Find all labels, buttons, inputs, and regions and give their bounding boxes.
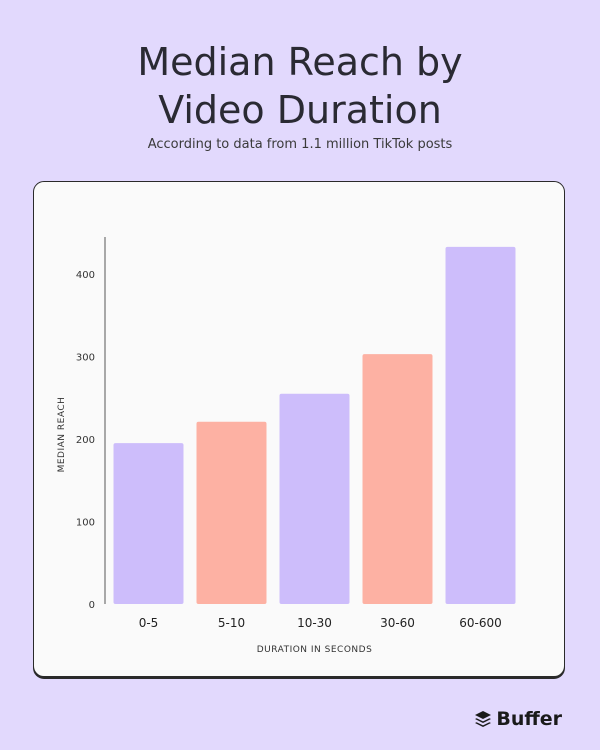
- x-tick-label: 5-10: [218, 616, 245, 630]
- y-tick-label: 400: [76, 270, 95, 281]
- bar: [279, 393, 350, 604]
- x-tick-label: 10-30: [297, 616, 332, 630]
- title-line-1: Median Reach by: [137, 40, 463, 84]
- chart-subtitle: According to data from 1.1 million TikTo…: [147, 137, 453, 152]
- y-tick-label: 0: [89, 600, 95, 611]
- x-tick-label: 60-600: [459, 616, 502, 630]
- chart-title: Median Reach by Video Duration: [0, 38, 600, 134]
- buffer-logo-icon: [475, 711, 492, 727]
- bar: [113, 443, 184, 604]
- x-tick-label: 0-5: [139, 616, 159, 630]
- title-line-2: Video Duration: [158, 88, 442, 132]
- y-tick-label: 200: [76, 435, 95, 446]
- bar: [445, 246, 516, 604]
- brand-name: Buffer: [496, 708, 562, 730]
- x-tick-label: 30-60: [380, 616, 415, 630]
- bar: [362, 354, 433, 604]
- y-axis-label: MEDIAN REACH: [57, 397, 67, 473]
- y-tick-label: 100: [76, 518, 95, 529]
- bar: [196, 421, 267, 604]
- bar-chart: 0 100 200 300 400 MEDIAN REACH 0-5 5-10 10-30 30-…: [57, 237, 516, 655]
- brand-logo: Buffer: [474, 708, 562, 730]
- x-axis-label: DURATION IN SECONDS: [257, 645, 373, 655]
- y-tick-label: 300: [76, 353, 95, 364]
- chart-card: 0 100 200 300 400 MEDIAN REACH 0-5 5-10 10-30 30-…: [33, 181, 565, 677]
